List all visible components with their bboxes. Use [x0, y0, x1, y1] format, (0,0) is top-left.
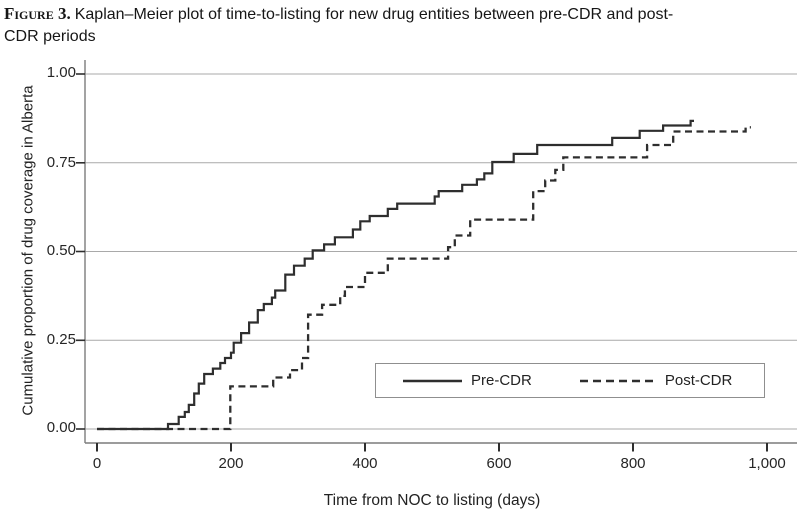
figure-title-line1: Kaplan–Meier plot of time-to-listing for… — [74, 6, 674, 23]
figure-title-line2: CDR periods — [4, 28, 96, 46]
x-axis-label: Time from NOC to listing (days) — [323, 492, 541, 509]
x-tick-label-800: 800 — [620, 455, 646, 472]
x-tick-label-1000: 1,000 — [748, 455, 786, 472]
pre-cdr-curve — [97, 119, 694, 431]
legend-box: Pre-CDR Post-CDR — [375, 363, 765, 398]
figure-caption: Figure 3. Kaplan–Meier plot of time-to-li… — [4, 2, 798, 49]
x-tick-label-0: 0 — [92, 455, 102, 472]
legend-label-pre-cdr: Pre-CDR — [471, 372, 532, 389]
y-tick-label-0.50: 0.50 — [46, 242, 76, 259]
y-tick-label-0.75: 0.75 — [46, 154, 76, 171]
x-tick-label-600: 600 — [486, 455, 512, 472]
y-tick-label-1.00: 1.00 — [46, 64, 76, 81]
x-tick-label-400: 400 — [352, 455, 378, 472]
y-tick-label-0.25: 0.25 — [46, 331, 76, 348]
y-tick-label-0.00: 0.00 — [46, 419, 76, 436]
post-cdr-curve — [97, 126, 751, 431]
post-cdr-line-sample-icon — [579, 379, 658, 382]
legend-label-post-cdr: Post-CDR — [664, 372, 733, 389]
pre-cdr-line-sample-icon — [403, 379, 462, 382]
x-tick-label-200: 200 — [218, 455, 244, 472]
figure-label: Figure 3. — [4, 4, 71, 23]
